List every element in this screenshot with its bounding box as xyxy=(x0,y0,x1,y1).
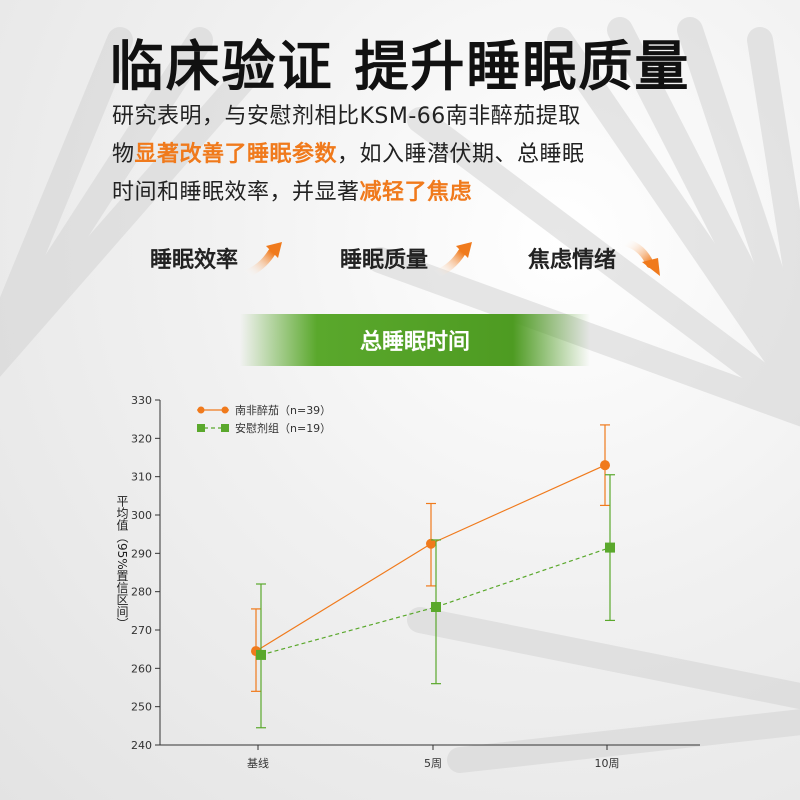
effect-label: 焦虑情绪 xyxy=(528,248,617,273)
intro-text: ，如入睡潜伏期、总睡眠 xyxy=(337,142,585,167)
intro-highlight: 减轻了焦虑 xyxy=(359,180,473,205)
intro-line-3: 时间和睡眠效率，并显著减轻了焦虑 xyxy=(112,174,712,212)
sleep-time-chart: 240 250 260 270 280 290 300 310 320 330 基线 5周 10周 南非醉… xyxy=(131,394,700,770)
effect-label: 睡眠质量 xyxy=(340,248,429,273)
legend-marker xyxy=(221,424,229,432)
arrow-down-icon xyxy=(620,238,661,276)
legend-label: 安慰剂组（n=19） xyxy=(235,421,331,435)
legend-label: 南非醉茄（n=39） xyxy=(235,403,331,417)
y-tick-label: 250 xyxy=(131,701,152,714)
data-point xyxy=(600,460,610,471)
data-point xyxy=(431,602,441,612)
y-tick-label: 330 xyxy=(131,394,152,407)
effect-label: 睡眠效率 xyxy=(150,248,239,273)
x-tick-label: 基线 xyxy=(247,756,269,770)
effect-sleep-quality: 睡眠质量 xyxy=(340,236,476,280)
effect-anxiety: 焦虑情绪 xyxy=(528,236,664,280)
x-tick-label: 5周 xyxy=(424,757,442,770)
y-tick-label: 240 xyxy=(131,739,152,752)
y-tick-label: 310 xyxy=(131,471,152,484)
y-tick-label: 280 xyxy=(131,586,152,599)
intro-line-2: 物显著改善了睡眠参数，如入睡潜伏期、总睡眠 xyxy=(112,136,712,174)
y-tick-label: 270 xyxy=(131,624,152,637)
intro-highlight: 显著改善了睡眠参数 xyxy=(134,142,338,167)
legend-marker xyxy=(197,424,205,432)
legend-marker xyxy=(221,406,229,414)
effects-row: 睡眠效率 睡眠质量 焦虑情绪 xyxy=(150,236,710,280)
intro-text: 物 xyxy=(112,142,135,167)
y-tick-label: 260 xyxy=(131,662,152,675)
y-tick-label: 300 xyxy=(131,509,152,522)
data-point xyxy=(426,538,436,549)
data-point xyxy=(256,649,266,660)
intro-paragraph: 研究表明，与安慰剂相比KSM-66南非醉茄提取 物显著改善了睡眠参数，如入睡潜伏… xyxy=(112,98,712,212)
series-line xyxy=(260,547,611,656)
y-tick-label: 320 xyxy=(131,432,152,445)
y-axis-label: 平均值（95%置信区间） xyxy=(115,495,129,630)
data-point xyxy=(605,542,615,553)
page-headline: 临床验证 提升睡眠质量 xyxy=(109,35,691,98)
legend-marker xyxy=(197,406,205,414)
intro-text: 时间和睡眠效率，并显著 xyxy=(112,180,360,205)
y-tick-label: 290 xyxy=(131,547,152,560)
intro-line-1: 研究表明，与安慰剂相比KSM-66南非醉茄提取 xyxy=(112,104,581,129)
arrow-up-icon xyxy=(242,242,283,278)
chart-title-banner: 总睡眠时间 xyxy=(240,314,590,366)
effect-sleep-efficiency: 睡眠效率 xyxy=(150,236,286,280)
x-tick-label: 10周 xyxy=(595,757,620,770)
arrow-up-icon xyxy=(432,242,473,278)
